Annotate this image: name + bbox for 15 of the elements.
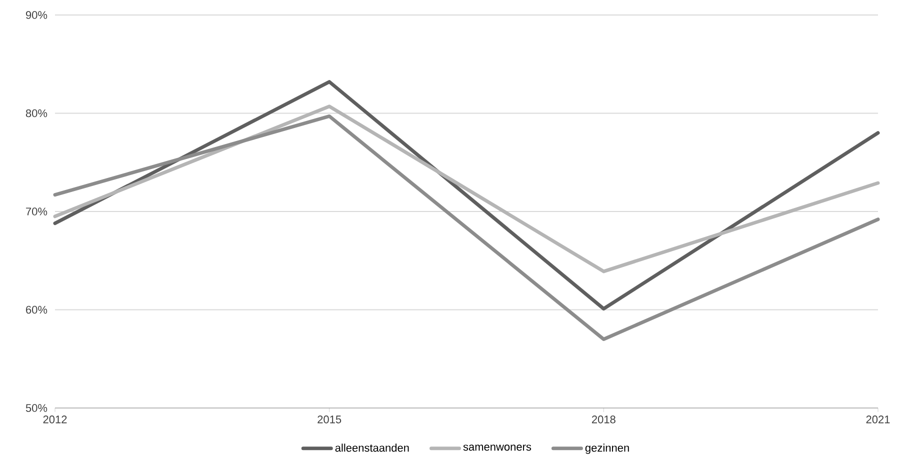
x-tick-label: 2018	[592, 416, 616, 424]
y-tick-label: 90%	[26, 11, 48, 19]
x-tick-label: 2012	[43, 416, 67, 424]
legend-label: gezinnen	[585, 444, 629, 454]
x-tick-label: 2015	[318, 416, 342, 424]
legend-label: alleenstaanden	[335, 444, 409, 452]
y-tick-label: 50%	[26, 404, 48, 412]
y-tick-label: 80%	[26, 109, 48, 118]
y-tick-label: 70%	[26, 208, 48, 216]
y-tick-label: 60%	[26, 306, 48, 314]
line-series	[53, 104, 880, 274]
x-tick-label: 2021	[866, 416, 890, 424]
line-series	[53, 80, 880, 311]
line-series	[53, 114, 880, 341]
legend-label: samenwoners	[463, 444, 532, 451]
